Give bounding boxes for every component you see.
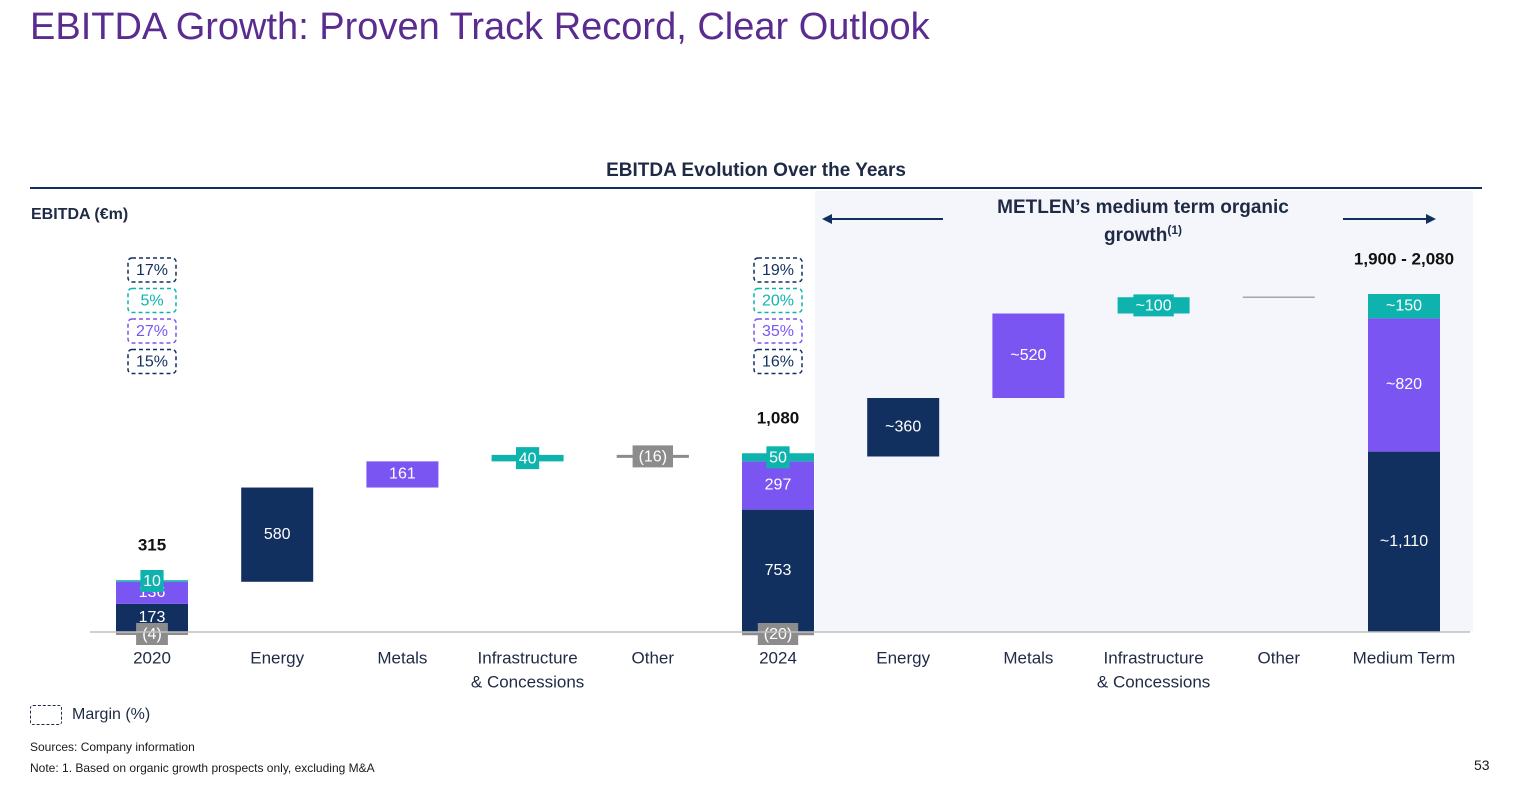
x-tick-label-infrastructure-and-concessions-3-1: & Concessions bbox=[471, 672, 584, 691]
bar-2020-other-label: (4) bbox=[142, 626, 162, 643]
margin-box-2020-infrastructure-and-concessions bbox=[127, 287, 177, 314]
y-axis-label: EBITDA (€m) bbox=[31, 206, 129, 223]
bar-medium-term-metals bbox=[1368, 318, 1440, 452]
bar-medium-term-energy-label: ~1,110 bbox=[1380, 533, 1428, 550]
margin-label-2024-total: 19% bbox=[762, 262, 794, 279]
bar-medium-term-metals bbox=[992, 313, 1065, 398]
total-label-medium-term: 1,900 - 2,080 bbox=[1354, 249, 1454, 268]
bar-medium-term-energy bbox=[867, 398, 940, 457]
x-tick-label-2020-0-0: 2020 bbox=[133, 648, 171, 667]
x-tick-label-infrastructure-and-concessions-8-1: & Concessions bbox=[1097, 672, 1210, 691]
bar-2024-infrastructure-and-concessions-label: 50 bbox=[769, 450, 787, 467]
bar-2020-2024-other-label-bg bbox=[632, 445, 673, 468]
page-title: EBITDA Growth: Proven Track Record, Clea… bbox=[30, 6, 930, 48]
section-title: EBITDA Evolution Over the Years bbox=[606, 160, 906, 181]
bar-medium-term-energy bbox=[1368, 451, 1440, 632]
margin-label-2024-energy: 16% bbox=[762, 354, 794, 371]
margin-label-2020-energy: 15% bbox=[136, 354, 168, 371]
bar-2020-2024-energy bbox=[241, 487, 314, 582]
legend: Margin (%) bbox=[30, 705, 150, 725]
bar-medium-term-infrastructure-and-concessions-label-bg bbox=[1133, 294, 1174, 317]
margin-box-2020-metals bbox=[127, 318, 177, 344]
bar-2024-infrastructure-and-concessions-label-bg bbox=[766, 446, 790, 469]
bar-2020-2024-metals bbox=[366, 461, 439, 488]
outlook-title-superscript: (1) bbox=[1167, 223, 1182, 237]
margin-box-2024-metals bbox=[753, 318, 803, 344]
x-tick-label-infrastructure-and-concessions-3-0: Infrastructure bbox=[478, 648, 578, 667]
outlook-title-line1: METLEN’s medium term organic bbox=[997, 197, 1289, 218]
bar-2024-energy bbox=[742, 509, 814, 632]
x-tick-label-other-9-0: Other bbox=[1258, 648, 1301, 667]
bar-2024-metals-label: 297 bbox=[765, 477, 792, 494]
bar-medium-term-infrastructure-and-concessions bbox=[1368, 294, 1440, 319]
bar-medium-term-metals-label: ~520 bbox=[1010, 347, 1046, 364]
bar-medium-term-infrastructure-and-concessions-label: ~150 bbox=[1386, 297, 1422, 314]
bar-2020-2024-infrastructure-and-concessions-label: 40 bbox=[519, 450, 537, 467]
bar-2024-other-label: (20) bbox=[764, 626, 792, 643]
margin-box-2024-total bbox=[753, 257, 803, 283]
outlook-header: METLEN’s medium term organic growth(1) bbox=[822, 197, 1436, 246]
bar-2020-energy-label: 173 bbox=[139, 609, 166, 626]
outlook-title-growth: growth bbox=[1104, 225, 1167, 246]
x-tick-label-medium-term-10-0: Medium Term bbox=[1353, 648, 1456, 667]
outlook-arrow-left-head bbox=[822, 214, 832, 224]
x-tick-label-energy-6-0: Energy bbox=[876, 648, 930, 667]
bar-2024-metals bbox=[742, 461, 814, 510]
x-tick-label-energy-1-0: Energy bbox=[250, 648, 304, 667]
chart-bar-labels: (4)17313610315(20)753297501,080~1,110~82… bbox=[136, 249, 1454, 645]
bar-2020-other-label-bg bbox=[136, 623, 168, 645]
bar-2020-infrastructure-and-concessions-label: 10 bbox=[143, 573, 161, 590]
margin-label-2020-metals: 27% bbox=[136, 323, 168, 340]
bar-2020-metals bbox=[116, 581, 188, 604]
x-tick-label-other-4-0: Other bbox=[632, 648, 675, 667]
ebitda-waterfall-chart: METLEN’s medium term organic growth(1) (… bbox=[90, 191, 1473, 691]
x-tick-label-infrastructure-and-concessions-8-0: Infrastructure bbox=[1104, 648, 1204, 667]
margin-box-2024-infrastructure-and-concessions bbox=[753, 287, 803, 314]
bar-medium-term-metals-label: ~820 bbox=[1386, 376, 1422, 393]
bar-2020-2024-metals-label: 161 bbox=[389, 466, 416, 483]
legend-margin-label: Margin (%) bbox=[72, 706, 151, 723]
bar-2020-2024-other-label: (16) bbox=[639, 449, 667, 466]
bar-2024-energy-label: 753 bbox=[765, 562, 792, 579]
section-divider bbox=[30, 187, 1482, 189]
footnote-sources: Sources: Company information bbox=[30, 740, 195, 754]
legend-margin-swatch bbox=[30, 705, 62, 725]
total-label-2024: 1,080 bbox=[757, 409, 800, 428]
bar-2020-2024-infrastructure-and-concessions-label-bg bbox=[516, 447, 540, 470]
outlook-arrow-right-head bbox=[1426, 214, 1436, 224]
x-axis-tick-labels: 2020 Energy Metals Infrastructure & Concessi… bbox=[133, 648, 1455, 691]
footnote-note: Note: 1. Based on organic growth prospec… bbox=[30, 761, 375, 775]
x-tick-label-2024-5-0: 2024 bbox=[759, 648, 797, 667]
margin-label-2020-total: 17% bbox=[136, 262, 168, 279]
x-tick-label-metals-7-0: Metals bbox=[1003, 648, 1053, 667]
bar-2020-infrastructure-and-concessions-label-bg bbox=[140, 569, 164, 592]
margin-box-2024-energy bbox=[753, 348, 803, 375]
margin-label-2024-metals: 35% bbox=[762, 323, 794, 340]
bar-medium-term-energy-label: ~360 bbox=[885, 418, 921, 435]
margin-box-2020-energy bbox=[127, 348, 177, 375]
page-number: 53 bbox=[1474, 757, 1490, 773]
bar-medium-term-infrastructure-and-concessions-label: ~100 bbox=[1136, 298, 1172, 315]
outlook-title-line2: growth(1) bbox=[1104, 223, 1182, 246]
x-tick-label-metals-2-0: Metals bbox=[377, 648, 427, 667]
margin-box-2020-total bbox=[127, 257, 177, 283]
total-label-2020: 315 bbox=[138, 536, 166, 555]
margin-label-2020-infrastructure-and-concessions: 5% bbox=[140, 293, 163, 310]
chart-margin-boxes: 17% 5% 27% 15% 19% 20% 35% 16% bbox=[127, 257, 803, 375]
bar-2024-other-label-bg bbox=[757, 623, 799, 645]
bar-2020-2024-energy-label: 580 bbox=[264, 526, 291, 543]
margin-label-2024-infrastructure-and-concessions: 20% bbox=[762, 293, 794, 310]
